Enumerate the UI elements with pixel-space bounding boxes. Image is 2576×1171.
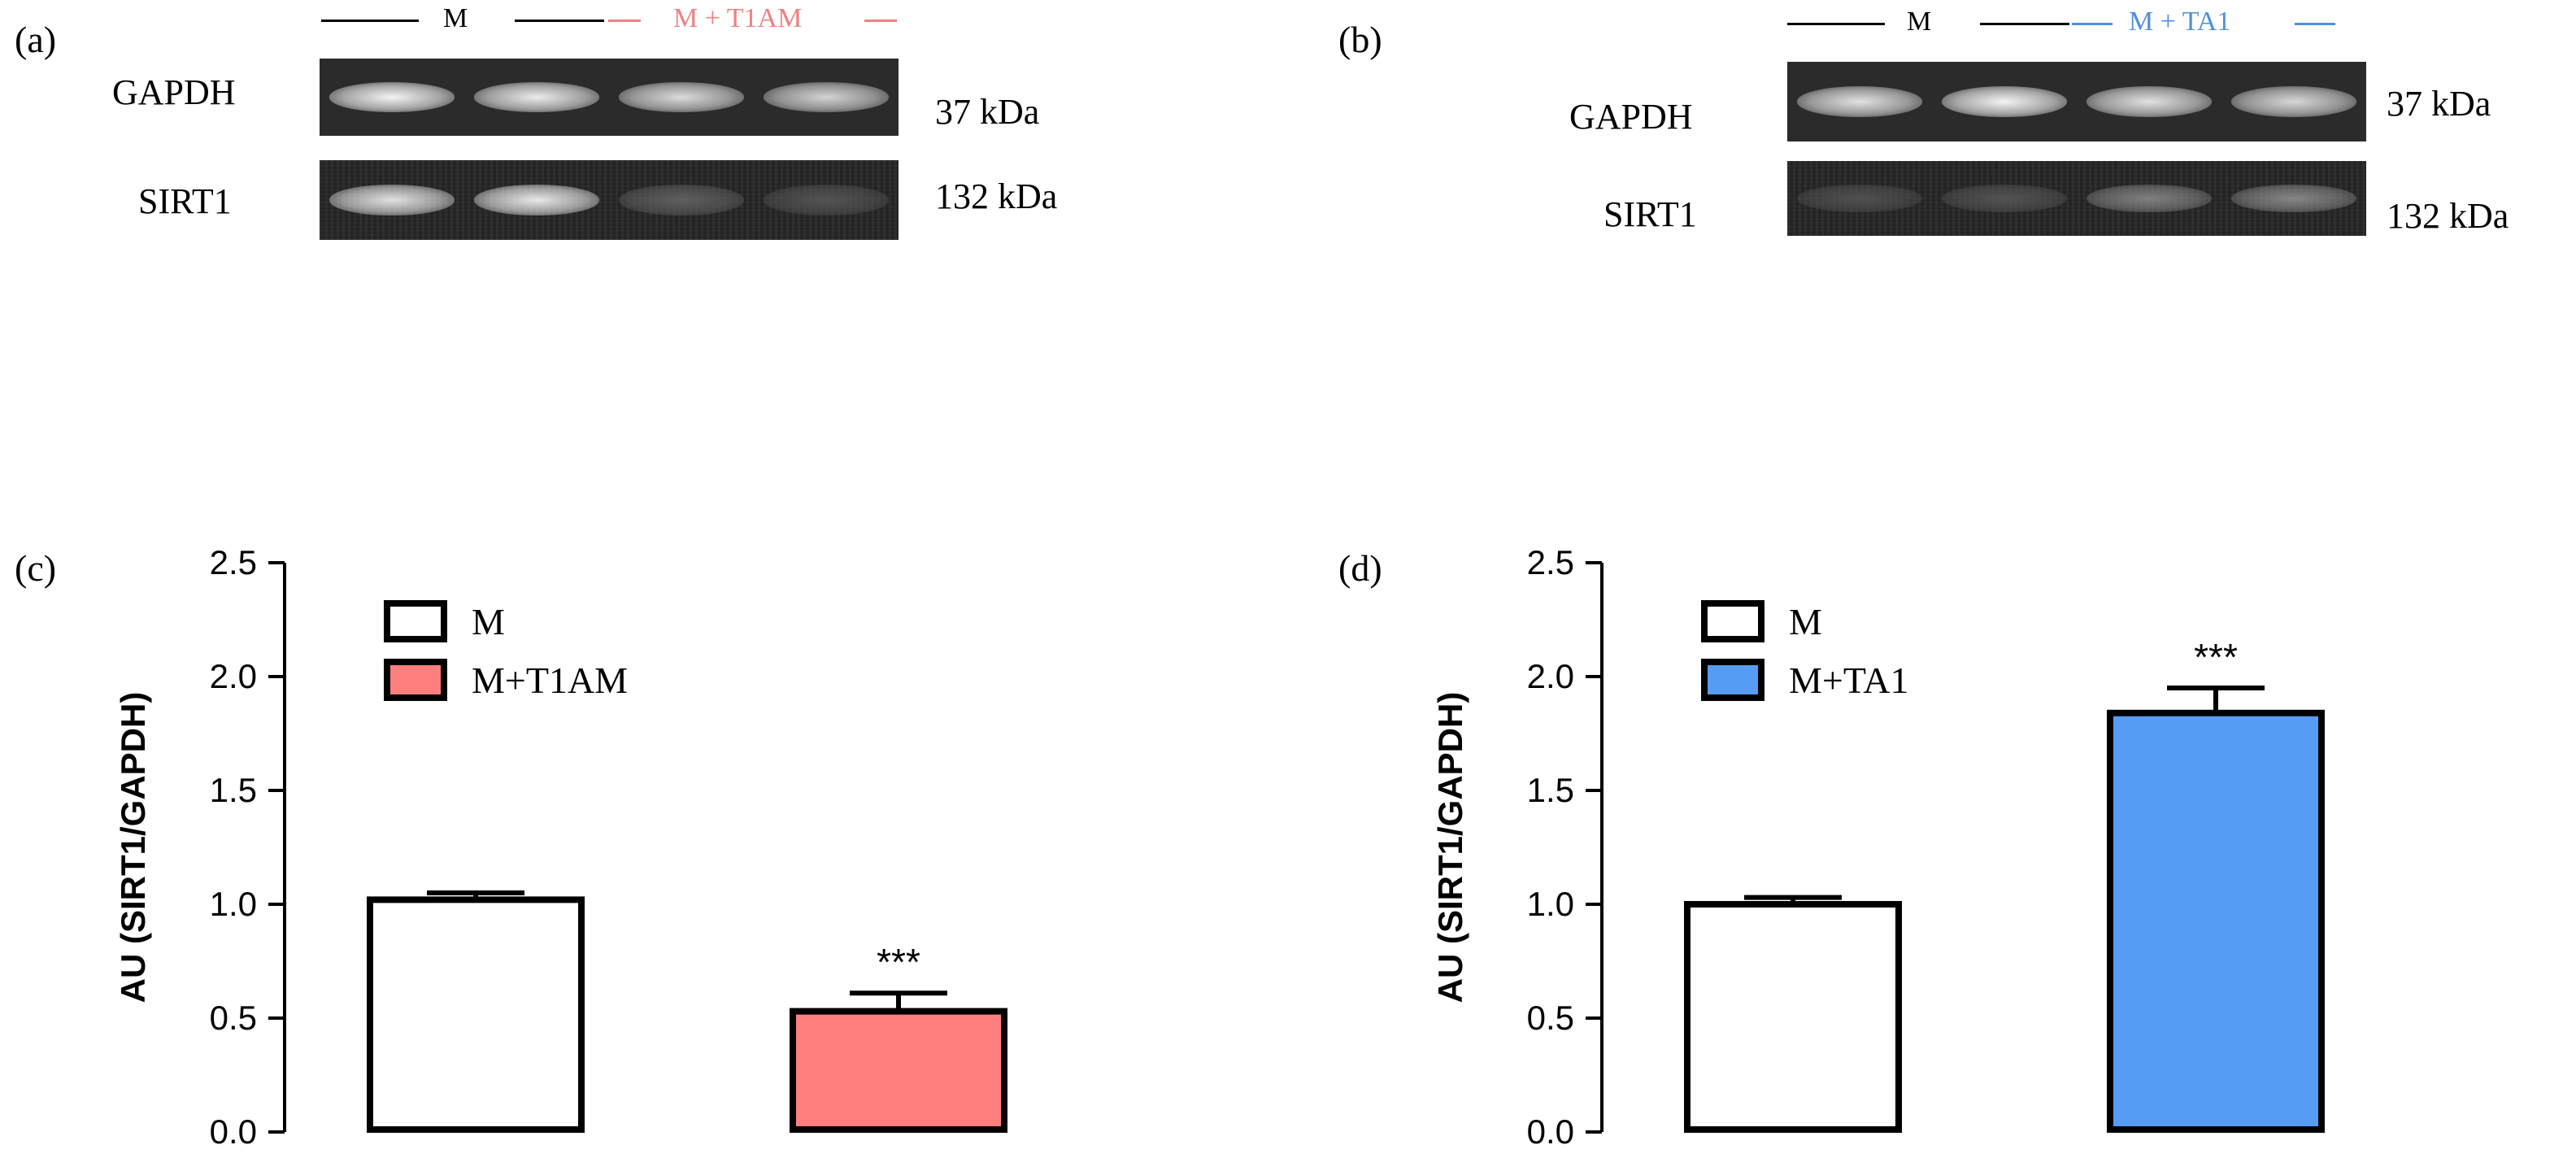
- panel-label-d: (d): [1338, 547, 1382, 589]
- group-line-m-left-a: [321, 20, 419, 22]
- chart-d-bar-1: [2107, 709, 2325, 1134]
- chart-d-ytick-label-4: 2.0: [1527, 657, 1574, 695]
- blot-gapdh-b-band-4: [2231, 86, 2356, 117]
- group-line-t1am-right-a: [864, 20, 897, 22]
- group-label-ta1-b: M + TA1: [2129, 7, 2231, 37]
- blot-sirt1-b-band-2: [1942, 184, 2067, 213]
- chart-c-ylabel: AU (SIRT1/GAPDH): [114, 692, 152, 1003]
- chart-d-ytick-label-1: 0.5: [1527, 999, 1574, 1037]
- group-label-m-a: M: [443, 3, 468, 33]
- kda-label-gapdh-b: 37 kDa: [2387, 84, 2491, 124]
- panel-label-a: (a): [15, 19, 57, 60]
- chart-d-ytick-label-2: 1.0: [1527, 885, 1574, 923]
- blot-gapdh-b: [1787, 62, 2366, 141]
- blot-gapdh-a-band-1: [329, 82, 455, 112]
- chart-d-ytick-label-0: 0.0: [1527, 1112, 1574, 1151]
- group-line-t1am-left-a: [608, 20, 641, 22]
- chart-d-ytick-label-3: 1.5: [1527, 771, 1574, 809]
- blot-gapdh-a-band-3: [619, 82, 744, 112]
- chart-c-legend-swatch-0: [384, 600, 447, 642]
- group-label-t1am-a: M + T1AM: [673, 3, 803, 33]
- chart-c-ytick-label-4: 2.0: [210, 657, 257, 695]
- blot-sirt1-a-band-2: [474, 185, 599, 215]
- blot-sirt1-b-band-3: [2086, 184, 2212, 213]
- group-line-m-right-a: [515, 20, 604, 22]
- chart-c-annotation-1: ***: [877, 941, 920, 983]
- blot-sirt1-a-band-3: [619, 185, 744, 215]
- blot-gapdh-b-band-1: [1797, 86, 1922, 117]
- chart-c-ytick-label-1: 0.5: [210, 999, 257, 1037]
- chart-d-legend-swatch-1: [1701, 659, 1764, 701]
- protein-label-sirt1-a: SIRT1: [138, 181, 232, 221]
- group-line-ta1-left-b: [2072, 23, 2113, 25]
- panel-label-b: (b): [1338, 19, 1382, 60]
- chart-c-ytick-label-0: 0.0: [210, 1112, 257, 1151]
- chart-c-ytick-label-5: 2.5: [210, 543, 257, 581]
- group-line-m-right-b: [1980, 23, 2069, 25]
- kda-label-sirt1-a: 132 kDa: [935, 176, 1058, 216]
- chart-d-legend-label-0: M: [1789, 601, 1822, 642]
- protein-label-gapdh-a: GAPDH: [112, 72, 236, 112]
- chart-c-ytick-label-3: 1.5: [210, 771, 257, 809]
- chart-d: 0.0 0.5 1.0 1.5 2.0 2.5 AU (SIRT1/GAPDH) *** M M+…: [1431, 543, 2325, 1151]
- blot-sirt1-a-band-1: [329, 185, 455, 215]
- protein-label-gapdh-b: GAPDH: [1569, 97, 1693, 137]
- chart-c-bar-1: [790, 1008, 1007, 1133]
- chart-d-annotation-1: ***: [2194, 636, 2238, 678]
- chart-c-bar-0: [367, 896, 585, 1133]
- blot-gapdh-a-band-4: [764, 82, 889, 112]
- chart-c-legend-label-0: M: [472, 601, 505, 642]
- kda-label-gapdh-a: 37 kDa: [935, 92, 1040, 132]
- panel-label-c: (c): [15, 547, 57, 589]
- group-line-m-left-b: [1787, 23, 1885, 25]
- chart-d-legend-swatch-0: [1701, 600, 1764, 642]
- group-label-m-b: M: [1907, 7, 1932, 37]
- chart-d-ytick-label-5: 2.5: [1527, 543, 1574, 581]
- chart-d-legend-label-1: M+TA1: [1789, 660, 1908, 701]
- blot-gapdh-b-band-2: [1942, 86, 2067, 117]
- chart-c-legend-label-1: M+T1AM: [472, 660, 628, 701]
- blot-sirt1-b-band-1: [1797, 184, 1922, 213]
- protein-label-sirt1-b: SIRT1: [1603, 194, 1697, 234]
- blot-sirt1-b-band-4: [2231, 184, 2356, 213]
- chart-d-bar-0: [1684, 901, 1902, 1133]
- group-line-ta1-right-b: [2295, 23, 2335, 25]
- blot-sirt1-a-band-4: [764, 185, 889, 215]
- chart-c-ytick-label-2: 1.0: [210, 885, 257, 923]
- blot-gapdh-a: [320, 59, 899, 136]
- chart-d-ylabel: AU (SIRT1/GAPDH): [1431, 692, 1469, 1003]
- blot-gapdh-a-band-2: [474, 82, 599, 112]
- blot-sirt1-a: [320, 160, 899, 240]
- chart-c: 0.0 0.5 1.0 1.5 2.0 2.5 AU (SIRT1/GAPDH) *** M M+…: [114, 543, 1007, 1151]
- blot-gapdh-b-band-3: [2086, 86, 2212, 117]
- blot-sirt1-b: [1787, 161, 2366, 236]
- chart-c-legend-swatch-1: [384, 659, 447, 701]
- kda-label-sirt1-b: 132 kDa: [2387, 196, 2509, 236]
